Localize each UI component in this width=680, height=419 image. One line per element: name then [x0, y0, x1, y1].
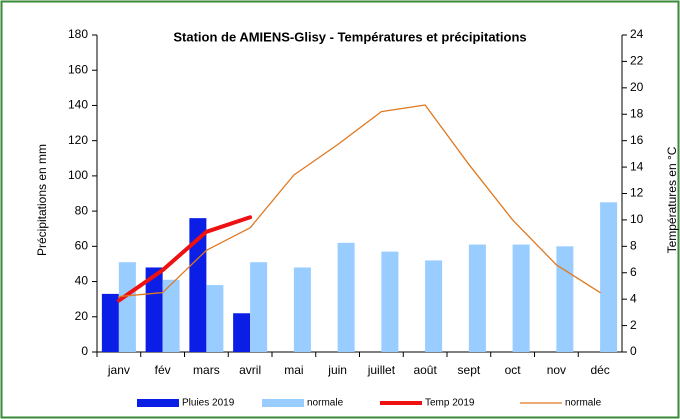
bar [101, 293, 119, 352]
y2-tick-label: 2 [630, 318, 637, 332]
bar [206, 285, 224, 352]
bar [250, 262, 268, 352]
legend-label: normale [307, 398, 344, 409]
y2-tick-label: 20 [630, 80, 644, 94]
y2-tick-label: 12 [630, 186, 644, 200]
bar [425, 260, 443, 352]
legend-label: Pluies 2019 [182, 398, 235, 409]
legend-swatch [137, 399, 179, 407]
y2-axis-label: Températures en °C [665, 146, 679, 253]
bar [145, 267, 163, 352]
x-tick-label: avril [239, 363, 261, 377]
y2-tick-label: 14 [630, 159, 644, 173]
bar [381, 251, 399, 352]
y-axis-label: Précipitations en mm [35, 144, 49, 256]
y2-tick-label: 24 [630, 27, 644, 41]
x-tick-label: déc [590, 363, 609, 377]
y-tick-label: 40 [75, 274, 89, 288]
chart-title: Station de AMIENS-Glisy - Températures e… [173, 29, 526, 44]
x-tick-label: juillet [367, 363, 396, 377]
bar [118, 262, 136, 352]
y2-tick-label: 0 [630, 344, 637, 358]
x-tick-label: janv [107, 363, 130, 377]
x-tick-label: fév [155, 363, 171, 377]
x-tick-label: août [413, 363, 437, 377]
y-tick-label: 180 [68, 27, 88, 41]
bar [556, 246, 574, 352]
y2-tick-label: 6 [630, 265, 637, 279]
y-tick-label: 60 [75, 239, 89, 253]
bar [189, 218, 207, 352]
x-tick-label: oct [505, 363, 522, 377]
bar [600, 202, 618, 352]
bar [162, 279, 180, 352]
x-tick-label: nov [547, 363, 566, 377]
y2-tick-label: 18 [630, 106, 644, 120]
y2-tick-label: 10 [630, 212, 644, 226]
bar [293, 267, 311, 352]
x-tick-label: mars [193, 363, 220, 377]
x-tick-label: mai [284, 363, 303, 377]
legend-label: Temp 2019 [425, 398, 475, 409]
legend-label: normale [565, 398, 602, 409]
y-tick-label: 80 [75, 203, 89, 217]
y-tick-label: 160 [68, 62, 88, 76]
bar [337, 242, 355, 352]
bar [468, 244, 486, 352]
line [116, 215, 253, 303]
y-tick-label: 20 [75, 309, 89, 323]
y-tick-label: 100 [68, 168, 88, 182]
bar [233, 313, 251, 352]
line [118, 104, 601, 298]
y-tick-label: 0 [81, 344, 88, 358]
x-tick-label: juin [327, 363, 347, 377]
y-tick-label: 140 [68, 98, 88, 112]
y2-tick-label: 16 [630, 133, 644, 147]
y2-tick-label: 8 [630, 239, 637, 253]
y2-tick-label: 4 [630, 291, 637, 305]
bar [512, 244, 530, 352]
y2-tick-label: 22 [630, 54, 644, 68]
legend-swatch [262, 399, 304, 407]
y-tick-label: 120 [68, 133, 88, 147]
x-tick-label: sept [458, 363, 481, 377]
